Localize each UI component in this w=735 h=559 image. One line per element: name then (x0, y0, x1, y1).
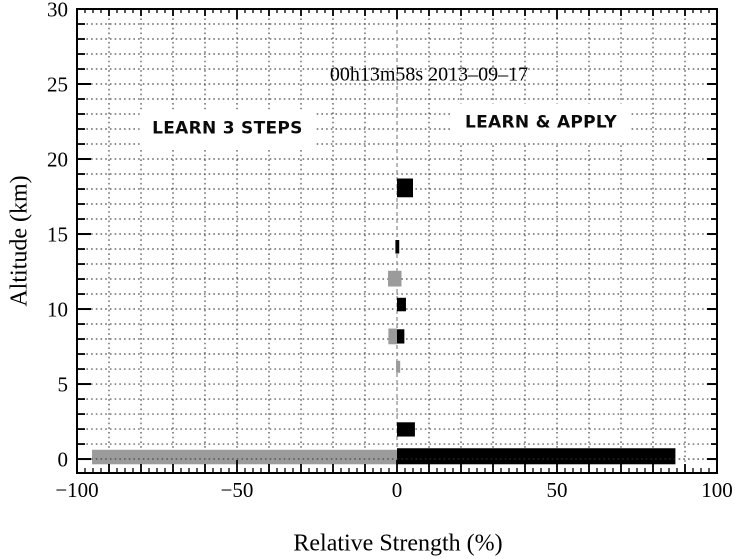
bar (92, 449, 397, 465)
y-tick-label: 30 (47, 0, 68, 22)
bar (397, 329, 405, 344)
y-tick-label: 15 (47, 223, 68, 247)
x-tick-label: −50 (221, 478, 254, 502)
x-tick-label: 0 (392, 478, 403, 502)
y-tick-label: 20 (47, 148, 68, 172)
y-axis-label: Altitude (km) (6, 175, 33, 307)
plot-title: 00h13m58s 2013–09–17 (329, 63, 529, 86)
x-tick-label: −100 (55, 478, 98, 502)
y-tick-label: 5 (58, 373, 69, 397)
bar (397, 297, 406, 312)
bar (388, 270, 402, 287)
y-tick-label: 0 (58, 448, 69, 472)
x-tick-label: 100 (701, 478, 733, 502)
bar (397, 448, 676, 465)
bar (388, 328, 397, 345)
bar (397, 422, 415, 437)
plot-frame (76, 8, 718, 474)
y-tick-label: 25 (47, 73, 68, 97)
annotation-learn-apply: LEARN & APPLY (452, 103, 630, 143)
bar (396, 360, 401, 373)
x-tick-label: 50 (547, 478, 568, 502)
annotation-learn-3-steps: LEARN 3 STEPS (140, 109, 315, 149)
bar (397, 178, 413, 198)
x-axis-label: Relative Strength (%) (293, 530, 503, 557)
bar (395, 240, 400, 254)
y-tick-label: 10 (47, 298, 68, 322)
bars (92, 178, 676, 465)
axis-ticks (76, 8, 718, 473)
